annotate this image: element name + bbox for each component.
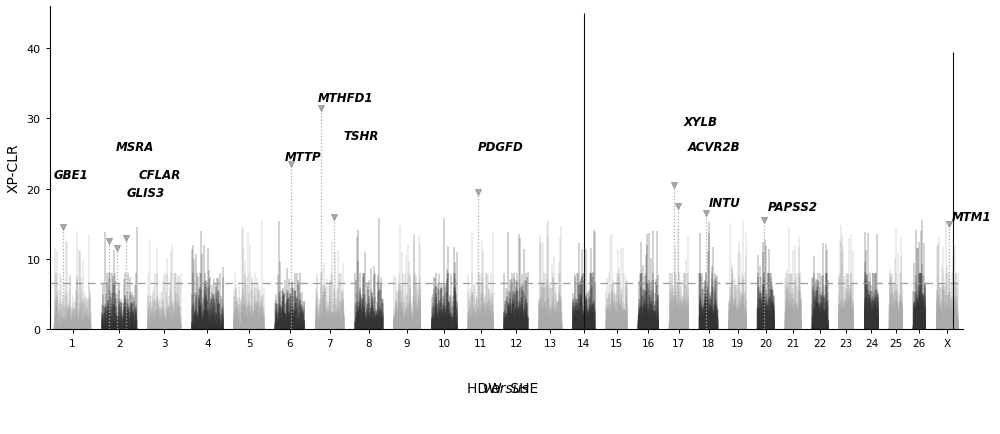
Text: GLIS3: GLIS3 <box>126 186 164 199</box>
Text: MTTP: MTTP <box>285 151 322 164</box>
Text: versus: versus <box>483 381 529 395</box>
Text: GBE1: GBE1 <box>54 169 89 181</box>
Text: TSHR: TSHR <box>344 130 379 143</box>
Text: SHE: SHE <box>506 381 539 395</box>
Text: PDGFD: PDGFD <box>478 141 524 154</box>
Text: INTU: INTU <box>709 197 741 210</box>
Text: PAPSS2: PAPSS2 <box>767 200 817 213</box>
Text: MTM1: MTM1 <box>952 210 991 224</box>
Text: CFLAR: CFLAR <box>138 169 181 181</box>
Text: ACVR2B: ACVR2B <box>688 141 740 154</box>
Text: MSRA: MSRA <box>115 141 154 154</box>
Text: HDW: HDW <box>467 381 506 395</box>
Text: MTHFD1: MTHFD1 <box>318 92 374 105</box>
Y-axis label: XP-CLR: XP-CLR <box>7 143 21 193</box>
Text: XYLB: XYLB <box>684 116 718 129</box>
